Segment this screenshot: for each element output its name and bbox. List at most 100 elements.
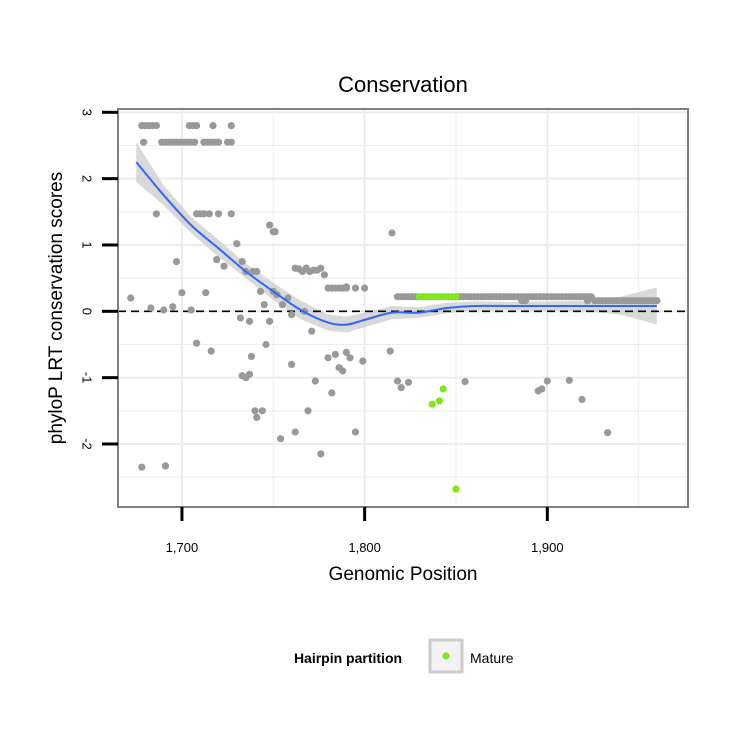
data-point — [209, 122, 217, 130]
data-point — [342, 348, 350, 356]
data-point — [258, 407, 266, 415]
data-point — [227, 210, 235, 218]
y-tick-label: -1 — [79, 372, 94, 384]
data-point — [397, 384, 405, 392]
mature-point — [439, 385, 447, 393]
data-point — [253, 413, 261, 421]
data-point — [578, 395, 586, 404]
data-point — [202, 289, 210, 297]
data-point — [317, 264, 325, 272]
data-point — [271, 228, 279, 236]
data-point — [288, 360, 296, 368]
data-point — [291, 428, 299, 436]
x-tick-label: 1,900 — [531, 540, 564, 555]
data-point — [339, 367, 347, 375]
data-point — [236, 314, 244, 322]
y-tick-label: 2 — [79, 175, 94, 182]
y-tick-label: 0 — [79, 308, 94, 315]
mature-point — [428, 400, 436, 408]
data-point — [214, 138, 223, 146]
data-point — [191, 138, 199, 146]
data-point — [247, 352, 255, 360]
data-point — [604, 429, 612, 437]
data-point — [361, 284, 369, 292]
data-point — [278, 301, 286, 309]
smooth-line-layer — [135, 161, 657, 326]
data-point — [393, 377, 402, 385]
data-point — [138, 463, 146, 471]
data-point — [262, 340, 270, 349]
data-point — [342, 284, 350, 292]
data-point — [260, 301, 268, 309]
y-tick-label: -2 — [79, 438, 94, 450]
data-point — [169, 303, 177, 311]
data-point — [386, 347, 394, 355]
data-point — [251, 407, 259, 415]
data-point — [140, 138, 148, 146]
data-point — [331, 350, 339, 358]
data-point — [317, 450, 325, 458]
data-point — [220, 262, 228, 270]
x-tick-label: 1,800 — [348, 540, 381, 555]
data-point — [207, 347, 215, 355]
data-point — [266, 317, 274, 325]
data-point — [324, 354, 332, 362]
data-point — [388, 229, 396, 237]
x-axis-label: Genomic Position — [329, 564, 478, 585]
y-axis: -2 -1 0 1 2 3 — [79, 109, 118, 450]
data-point — [152, 210, 160, 218]
data-point — [238, 258, 246, 266]
data-point — [227, 138, 235, 146]
legend: Hairpin partition Mature — [294, 638, 514, 674]
y-axis-label: phyloP LRT conservation scores — [46, 172, 67, 445]
data-point — [193, 122, 201, 130]
data-point — [277, 435, 285, 443]
data-point — [193, 339, 201, 347]
data-point — [266, 221, 274, 229]
data-point — [461, 378, 469, 386]
data-point — [213, 256, 221, 264]
data-point — [200, 210, 208, 218]
panel-border — [117, 108, 689, 508]
data-point — [304, 407, 312, 415]
data-point — [351, 428, 360, 436]
data-point — [320, 271, 328, 279]
data-point — [359, 357, 367, 365]
confidence-band — [136, 142, 657, 333]
data-point — [521, 297, 530, 305]
data-point — [160, 306, 168, 314]
mature-point — [452, 293, 460, 301]
data-point — [214, 210, 223, 218]
data-point — [308, 327, 316, 335]
x-tick-label: 1,700 — [166, 540, 199, 555]
data-point — [328, 389, 336, 397]
data-point — [288, 311, 296, 319]
legend-title: Hairpin partition — [294, 650, 402, 666]
chart-title: Conservation — [338, 72, 468, 97]
data-point — [565, 376, 573, 384]
data-point — [404, 378, 413, 386]
plot-area — [117, 108, 689, 508]
data-point — [161, 462, 170, 470]
mature-point — [452, 485, 460, 493]
data-point — [538, 385, 546, 393]
data-point — [543, 377, 551, 385]
confidence-band-layer — [136, 142, 657, 333]
data-point — [152, 122, 160, 130]
data-point — [346, 354, 354, 362]
smooth-fit-line — [135, 161, 657, 326]
x-axis: 1,700 1,800 1,900 — [166, 507, 564, 555]
data-point — [127, 294, 135, 302]
data-point — [172, 258, 181, 266]
data-point — [351, 284, 360, 292]
data-point — [227, 122, 235, 130]
legend-key-mature-dot — [442, 652, 450, 660]
mature-point — [435, 397, 444, 405]
y-tick-label: 3 — [79, 109, 94, 116]
data-point — [311, 377, 319, 385]
y-tick-label: 1 — [79, 241, 94, 248]
data-point — [233, 240, 241, 248]
data-point — [583, 297, 592, 305]
data-point — [205, 210, 213, 218]
